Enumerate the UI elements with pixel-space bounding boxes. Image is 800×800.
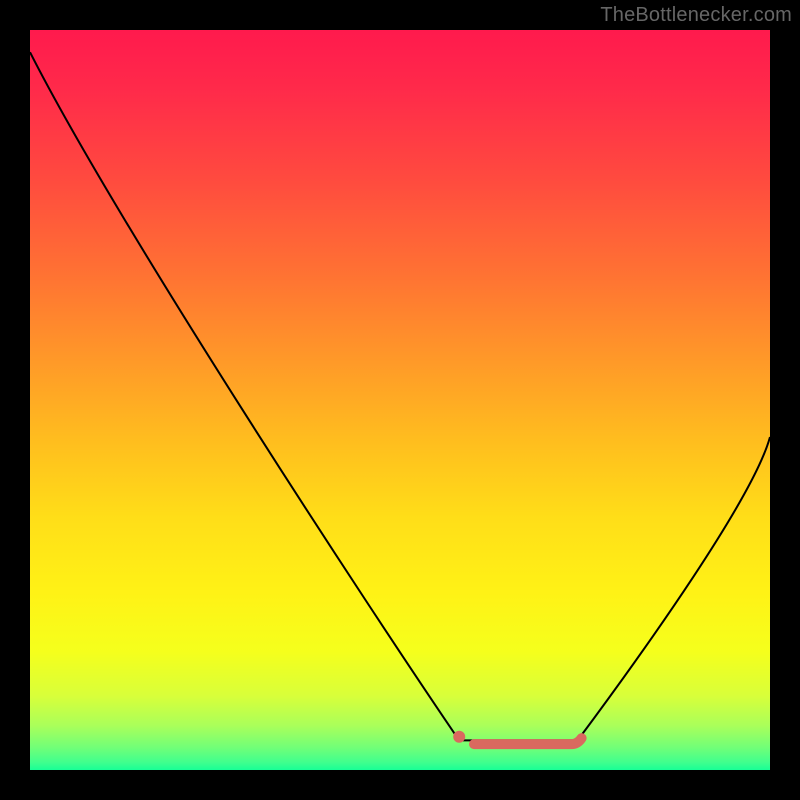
bottleneck-chart xyxy=(0,0,800,800)
highlight-dot xyxy=(453,731,465,743)
plot-background xyxy=(30,30,770,770)
chart-container: TheBottlenecker.com xyxy=(0,0,800,800)
watermark-text: TheBottlenecker.com xyxy=(600,4,792,27)
